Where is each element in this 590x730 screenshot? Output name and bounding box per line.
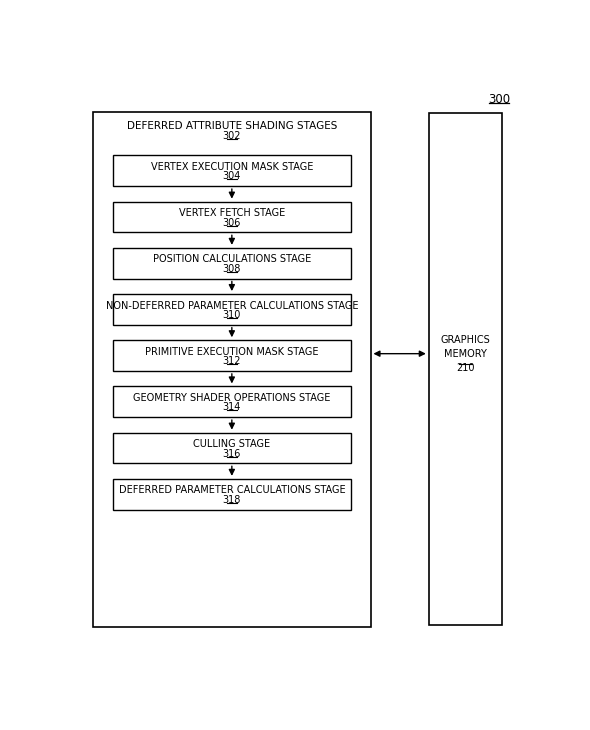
Bar bbox=[113, 433, 351, 464]
Text: DEFERRED PARAMETER CALCULATIONS STAGE: DEFERRED PARAMETER CALCULATIONS STAGE bbox=[119, 485, 345, 496]
Text: GEOMETRY SHADER OPERATIONS STAGE: GEOMETRY SHADER OPERATIONS STAGE bbox=[133, 393, 330, 403]
Text: 304: 304 bbox=[222, 172, 241, 181]
Text: NON-DEFERRED PARAMETER CALCULATIONS STAGE: NON-DEFERRED PARAMETER CALCULATIONS STAG… bbox=[106, 301, 358, 311]
Text: 300: 300 bbox=[488, 93, 510, 106]
Bar bbox=[113, 247, 351, 279]
Text: CULLING STAGE: CULLING STAGE bbox=[194, 439, 270, 449]
Text: 308: 308 bbox=[222, 264, 241, 274]
Bar bbox=[113, 340, 351, 371]
Bar bbox=[93, 112, 371, 626]
Bar bbox=[113, 201, 351, 232]
Text: 310: 310 bbox=[222, 310, 241, 320]
Text: 314: 314 bbox=[222, 402, 241, 412]
Text: 302: 302 bbox=[222, 131, 241, 141]
Bar bbox=[113, 294, 351, 325]
Bar bbox=[113, 479, 351, 510]
Text: DEFERRED ATTRIBUTE SHADING STAGES: DEFERRED ATTRIBUTE SHADING STAGES bbox=[127, 121, 337, 131]
Text: 306: 306 bbox=[222, 218, 241, 228]
Bar bbox=[429, 113, 502, 625]
Text: 316: 316 bbox=[222, 448, 241, 458]
Text: VERTEX EXECUTION MASK STAGE: VERTEX EXECUTION MASK STAGE bbox=[150, 162, 313, 172]
Text: VERTEX FETCH STAGE: VERTEX FETCH STAGE bbox=[179, 208, 285, 218]
Bar bbox=[113, 386, 351, 417]
Text: POSITION CALCULATIONS STAGE: POSITION CALCULATIONS STAGE bbox=[153, 255, 311, 264]
Bar bbox=[113, 155, 351, 186]
Text: 312: 312 bbox=[222, 356, 241, 366]
Text: GRAPHICS
MEMORY
210: GRAPHICS MEMORY 210 bbox=[441, 334, 490, 373]
Text: 318: 318 bbox=[222, 495, 241, 504]
Text: PRIMITIVE EXECUTION MASK STAGE: PRIMITIVE EXECUTION MASK STAGE bbox=[145, 347, 319, 357]
